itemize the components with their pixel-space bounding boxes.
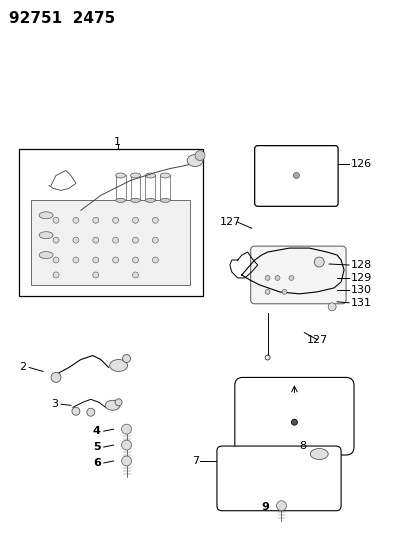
Text: 9: 9 xyxy=(261,502,269,512)
Circle shape xyxy=(73,257,78,263)
Ellipse shape xyxy=(145,198,155,203)
Circle shape xyxy=(53,272,59,278)
Text: 4: 4 xyxy=(93,426,100,436)
Text: 127: 127 xyxy=(219,217,241,227)
Circle shape xyxy=(115,399,122,406)
Circle shape xyxy=(73,237,78,243)
Circle shape xyxy=(121,424,131,434)
Text: 5: 5 xyxy=(93,442,100,452)
Text: 127: 127 xyxy=(306,335,328,345)
Circle shape xyxy=(132,217,138,223)
Circle shape xyxy=(152,257,158,263)
Text: 1: 1 xyxy=(113,136,120,147)
Circle shape xyxy=(293,173,299,179)
FancyBboxPatch shape xyxy=(254,146,337,206)
Ellipse shape xyxy=(39,212,53,219)
Text: 2: 2 xyxy=(19,362,26,373)
Circle shape xyxy=(264,276,269,280)
Circle shape xyxy=(93,272,98,278)
Circle shape xyxy=(132,237,138,243)
Ellipse shape xyxy=(310,449,328,459)
Circle shape xyxy=(51,373,61,382)
Ellipse shape xyxy=(109,360,127,372)
Text: 126: 126 xyxy=(350,158,371,168)
Circle shape xyxy=(87,408,95,416)
Circle shape xyxy=(313,257,323,267)
Circle shape xyxy=(93,257,98,263)
FancyBboxPatch shape xyxy=(216,446,340,511)
Circle shape xyxy=(93,217,98,223)
Ellipse shape xyxy=(115,198,125,203)
Ellipse shape xyxy=(39,232,53,239)
Text: 131: 131 xyxy=(350,298,371,308)
Circle shape xyxy=(288,276,293,280)
Ellipse shape xyxy=(130,198,140,203)
Ellipse shape xyxy=(145,173,155,178)
Circle shape xyxy=(53,257,59,263)
Ellipse shape xyxy=(105,400,120,410)
Text: 6: 6 xyxy=(93,458,100,468)
Bar xyxy=(19,149,202,296)
Circle shape xyxy=(73,217,78,223)
Text: 128: 128 xyxy=(350,260,371,270)
Circle shape xyxy=(53,217,59,223)
Ellipse shape xyxy=(130,173,140,178)
Circle shape xyxy=(112,257,118,263)
Circle shape xyxy=(132,257,138,263)
Circle shape xyxy=(274,276,279,280)
Circle shape xyxy=(328,303,335,311)
Circle shape xyxy=(93,237,98,243)
Ellipse shape xyxy=(160,198,170,203)
Circle shape xyxy=(276,501,286,511)
Ellipse shape xyxy=(160,173,170,178)
Circle shape xyxy=(281,289,286,294)
FancyBboxPatch shape xyxy=(250,246,345,304)
Circle shape xyxy=(121,456,131,466)
Ellipse shape xyxy=(39,252,53,259)
Circle shape xyxy=(122,354,130,362)
Text: 130: 130 xyxy=(350,285,371,295)
Circle shape xyxy=(195,151,204,160)
Circle shape xyxy=(152,237,158,243)
Circle shape xyxy=(264,289,269,294)
Ellipse shape xyxy=(187,155,202,166)
Circle shape xyxy=(132,272,138,278)
Circle shape xyxy=(112,217,118,223)
Text: 92751  2475: 92751 2475 xyxy=(9,11,115,26)
Circle shape xyxy=(72,407,80,415)
Circle shape xyxy=(121,440,131,450)
Circle shape xyxy=(291,419,297,425)
Circle shape xyxy=(112,237,118,243)
Ellipse shape xyxy=(115,173,125,178)
Text: 8: 8 xyxy=(299,441,306,451)
Text: 7: 7 xyxy=(192,456,199,466)
Circle shape xyxy=(264,355,269,360)
Circle shape xyxy=(152,217,158,223)
FancyBboxPatch shape xyxy=(234,377,353,455)
Text: 3: 3 xyxy=(51,399,58,409)
Bar xyxy=(31,200,190,285)
Circle shape xyxy=(53,237,59,243)
Text: 129: 129 xyxy=(350,273,371,283)
